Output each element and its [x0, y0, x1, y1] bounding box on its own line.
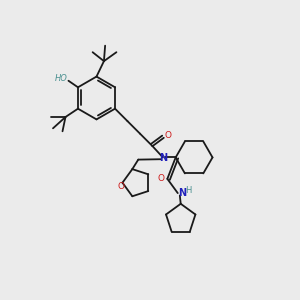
Text: N: N [159, 153, 167, 163]
Text: N: N [178, 188, 186, 197]
Text: O: O [118, 182, 125, 191]
Text: HO: HO [55, 74, 68, 83]
Text: O: O [157, 174, 164, 183]
Text: H: H [185, 186, 192, 195]
Text: O: O [164, 131, 171, 140]
